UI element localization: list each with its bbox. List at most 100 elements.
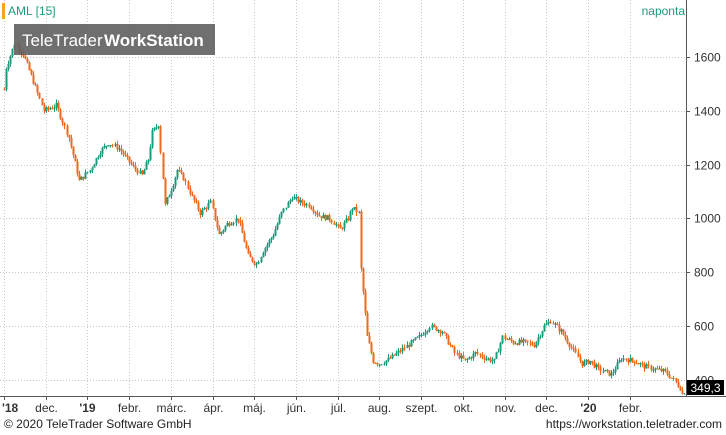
candle-body [524,339,527,341]
symbol-color-marker [2,3,5,19]
candle-body [143,169,146,175]
candle-body [353,207,356,210]
candle-body [53,107,56,109]
candle-body [414,337,417,340]
candle-body [512,340,515,344]
candle-body [295,197,298,199]
candle-body [662,369,665,372]
candle-body [47,107,50,110]
candle-body [289,200,292,203]
candle-body [168,195,171,198]
candle-body [506,339,509,341]
candle-body [554,323,557,325]
candle-body [266,244,269,248]
candle-body [535,341,538,348]
candle-body [456,352,459,354]
time-tick-label: aug. [368,401,391,415]
candle-body [625,358,628,360]
candle-body [560,329,563,332]
candle-body [24,55,27,59]
time-tick-label: okt. [454,401,473,415]
candle-body [245,242,248,248]
watermark-brand-light: TeleTrader [22,31,103,50]
candle-body [59,109,62,119]
candle-body [63,123,66,126]
candle-body [650,365,653,370]
candle-body [316,212,319,215]
candle-body [355,207,358,213]
candle-body [49,108,52,110]
time-tick-label: nov. [495,401,517,415]
last-price-badge: 349,3 [687,380,724,395]
candle-body [222,230,225,233]
candle-body [34,83,37,86]
candle-body [545,323,548,326]
candle-body [45,107,48,112]
candle-body [126,154,129,157]
candle-body [441,332,444,334]
candle-body [176,170,179,178]
candle-body [383,363,386,365]
candle-body [391,354,394,359]
price-tick-label: 1600 [694,51,721,65]
candle-body [11,48,14,57]
candle-body [606,369,609,371]
candle-body [458,353,461,359]
candle-body [107,145,110,147]
candle-body [631,357,634,361]
candle-body [472,353,475,359]
price-tick-label: 600 [694,320,714,334]
candle-body [362,268,365,292]
candle-body [591,360,594,362]
candle-body [368,335,371,344]
candle-body [339,224,342,229]
candle-body [579,357,582,361]
candle-body [180,170,183,173]
candle-body [324,214,327,220]
candle-body [541,331,544,337]
candle-body [581,360,584,367]
candle-body [539,336,542,338]
candle-body [174,177,177,186]
candle-body [78,173,81,180]
candle-body [305,203,308,206]
candle-body [51,108,54,110]
price-axis[interactable]: 4006008001000120014001600 [686,51,721,388]
candle-body [364,291,367,314]
candle-body [445,332,448,337]
candle-body [203,208,206,210]
candle-body [360,211,363,269]
last-price-label: 349,3 [690,381,720,395]
period-label[interactable]: naponta [642,4,686,18]
time-axis[interactable]: '18 dec. '19 febr. márc. ápr. máj. jún. júl. aug.… [2,396,642,415]
candle-body [387,357,390,361]
candle-body [118,148,121,150]
time-tick-label: dec. [535,401,558,415]
candle-body [293,197,296,200]
candle-body [543,325,546,332]
workstation-url-link[interactable]: https://workstation.teletrader.com [545,417,722,431]
symbol-label[interactable]: AML [15] [8,4,56,18]
candle-body [385,360,388,364]
candle-body [418,334,421,337]
candle-body [564,334,567,339]
candle-body [593,361,596,368]
watermark-brand-bold: WorkStation [104,31,204,50]
candle-body [61,118,64,124]
candle-body [351,209,354,212]
candle-body [374,362,377,364]
candle-body [520,339,523,343]
candle-body [447,336,450,345]
candle-body [216,219,219,228]
candle-body [529,342,532,344]
candle-body [153,127,156,131]
candle-body [264,247,267,253]
candle-body [66,125,69,135]
candle-body [218,227,221,234]
candle-body [435,326,438,331]
candle-body [370,343,373,354]
candle-body [602,371,605,373]
candle-body [395,352,398,356]
candle-body [410,340,413,347]
